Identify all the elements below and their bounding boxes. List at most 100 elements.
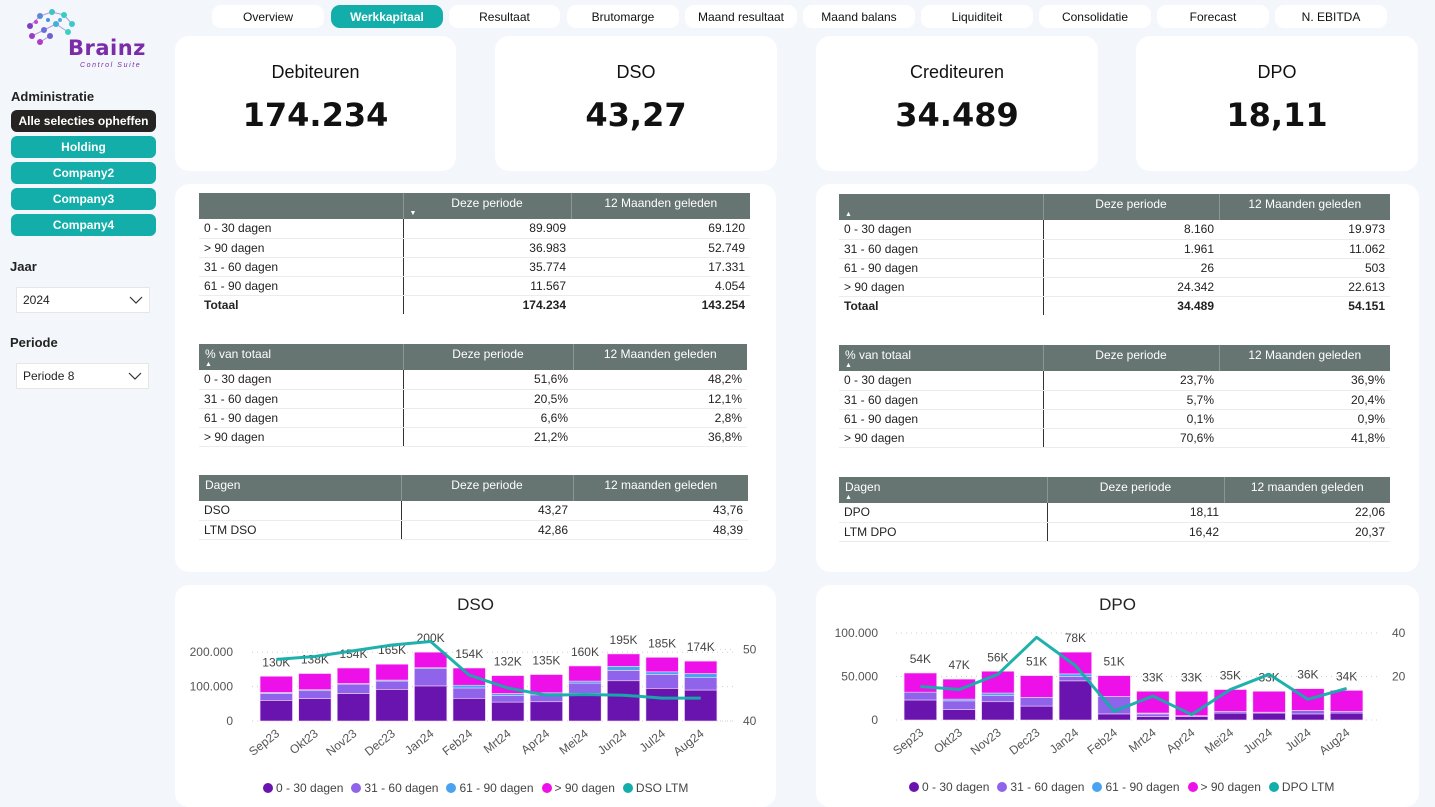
bar-segment-0-30-dagen xyxy=(1330,712,1364,721)
table-header-row: ▲ Deze periode 12 Maanden geleden xyxy=(839,194,1390,220)
company-button-holding[interactable]: Holding xyxy=(11,136,156,158)
bar-data-label: 56K xyxy=(987,650,1008,664)
column-header-dagen[interactable]: Dagen xyxy=(199,475,401,501)
column-header-deze-periode[interactable]: Deze periode xyxy=(402,344,573,370)
table-row: 31 - 60 dagen 20,5% 12,1% xyxy=(199,389,747,409)
y-tick-label-left: 200.000 xyxy=(190,645,234,659)
column-header-12-maanden[interactable]: 12 Maanden geleden xyxy=(1218,194,1390,220)
periode-dropdown[interactable]: Periode 8 xyxy=(16,363,149,389)
legend-item[interactable]: 31 - 60 dagen xyxy=(351,781,438,795)
periode-value: Periode 8 xyxy=(23,369,75,383)
column-header-dagen[interactable]: Dagen ▲ xyxy=(839,477,1047,503)
bar-segment--90-dagen xyxy=(607,653,641,667)
company-button-company4[interactable]: Company4 xyxy=(11,214,156,236)
table-row: 31 - 60 dagen 5,7% 20,4% xyxy=(839,390,1390,410)
bar-segment-0-30-dagen xyxy=(1213,712,1247,721)
legend-item[interactable]: DPO LTM xyxy=(1268,780,1334,794)
x-tick-label: Jan24 xyxy=(402,726,437,757)
x-tick-label: Mrt24 xyxy=(1126,725,1159,755)
sort-descending-icon: ▼ xyxy=(409,210,417,217)
bar-segment-0-30-dagen xyxy=(1020,705,1054,721)
bar-data-label: 47K xyxy=(948,658,969,672)
legend-dot-icon xyxy=(622,783,633,793)
table-row: 31 - 60 dagen 35.774 17.331 xyxy=(199,257,750,277)
legend-item[interactable]: DSO LTM xyxy=(622,781,688,795)
kpi-value: 174.234 xyxy=(242,96,389,134)
clear-selections-button[interactable]: Alle selecties opheffen xyxy=(11,110,156,132)
bar-segment--90-dagen xyxy=(684,660,718,674)
kpi-value: 43,27 xyxy=(585,96,687,134)
legend-item[interactable]: 61 - 90 dagen xyxy=(1092,780,1180,794)
column-header[interactable] xyxy=(199,193,403,219)
bar-segment-0-30-dagen xyxy=(491,701,525,722)
legend-dot-icon xyxy=(909,782,919,792)
company-button-company2[interactable]: Company2 xyxy=(11,162,156,184)
legend-item[interactable]: 31 - 60 dagen xyxy=(997,780,1084,794)
column-header-deze-periode[interactable]: Deze periode xyxy=(1042,194,1219,220)
column-header-pct[interactable]: % van totaal ▲ xyxy=(199,344,403,370)
column-header-deze-periode[interactable]: Deze periode xyxy=(1046,477,1224,503)
tab-liquiditeit[interactable]: Liquiditeit xyxy=(921,5,1033,28)
column-header-12-maanden[interactable]: 12 Maanden geleden xyxy=(572,344,747,370)
legend-dot-icon xyxy=(1092,782,1103,792)
y-tick-label-left: 100.000 xyxy=(190,680,234,694)
table-row: 31 - 60 dagen 1.961 11.062 xyxy=(839,239,1390,259)
column-header-12-maanden[interactable]: 12 maanden geleden xyxy=(1223,477,1390,503)
legend-item[interactable]: > 90 dagen xyxy=(1187,780,1261,794)
tab-resultaat[interactable]: Resultaat xyxy=(449,5,560,28)
bar-segment--90-dagen xyxy=(298,673,332,690)
bar-segment-31-60-dagen xyxy=(452,687,486,699)
bar-segment-0-30-dagen xyxy=(1058,680,1092,721)
bar-segment-31-60-dagen xyxy=(1291,710,1325,715)
company-button-company3[interactable]: Company3 xyxy=(11,188,156,210)
column-header-pct[interactable]: % van totaal ▲ xyxy=(839,345,1043,371)
bar-segment-31-60-dagen xyxy=(259,693,293,701)
bar-segment-61-90-dagen xyxy=(684,673,718,678)
y-tick-label-left: 100.000 xyxy=(835,626,879,640)
column-header-12-maanden[interactable]: 12 Maanden geleden xyxy=(1218,345,1390,371)
column-header-12-maanden[interactable]: 12 Maanden geleden xyxy=(570,193,750,219)
column-header[interactable]: ▲ xyxy=(839,194,1043,220)
x-tick-label: Jul24 xyxy=(637,726,668,755)
column-header-deze-periode[interactable]: Deze periode xyxy=(400,475,573,501)
column-header-deze-periode[interactable]: Deze periode xyxy=(1042,345,1219,371)
tab-forecast[interactable]: Forecast xyxy=(1157,5,1269,28)
bar-segment-31-60-dagen xyxy=(942,700,976,710)
tab-overview[interactable]: Overview xyxy=(212,5,324,28)
bar-segment-31-60-dagen xyxy=(645,674,679,689)
tab-werkkapitaal[interactable]: Werkkapitaal xyxy=(331,5,443,28)
bar-segment-61-90-dagen xyxy=(1058,673,1092,677)
table-header-row: Dagen Deze periode 12 maanden geleden xyxy=(199,475,748,501)
tab-n-ebitda[interactable]: N. EBITDA xyxy=(1275,5,1387,28)
y-tick-label-left: 0 xyxy=(871,713,878,727)
legend-item[interactable]: 0 - 30 dagen xyxy=(263,781,343,795)
legend-dot-icon xyxy=(351,783,362,793)
debiteuren-aging-table: Deze periode ▼ 12 Maanden geleden 0 - 30 … xyxy=(199,193,750,314)
legend-item[interactable]: 61 - 90 dagen xyxy=(446,781,534,795)
dpo-chart: 0 50.000 100.000 20 40 54K Sep23 47K Okt23 56K Nov… xyxy=(835,626,1406,758)
bar-segment-0-30-dagen xyxy=(981,701,1015,721)
column-header-deze-periode[interactable]: Deze periode ▼ xyxy=(402,193,571,219)
bar-segment-0-30-dagen xyxy=(259,700,293,722)
column-header-12-maanden[interactable]: 12 maanden geleden xyxy=(572,475,748,501)
legend-dot-icon xyxy=(446,783,457,793)
legend-item[interactable]: > 90 dagen xyxy=(541,781,615,795)
tab-consolidatie[interactable]: Consolidatie xyxy=(1039,5,1151,28)
tab-brutomarge[interactable]: Brutomarge xyxy=(567,5,679,28)
bar-data-label: 35K xyxy=(1220,669,1241,683)
x-tick-label: Feb24 xyxy=(1085,725,1121,757)
tab-maand-balans[interactable]: Maand balans xyxy=(803,5,915,28)
chart-legend: 0 - 30 dagen 31 - 60 dagen 61 - 90 dagen… xyxy=(909,780,1334,794)
legend-dot-icon xyxy=(1268,782,1279,792)
x-tick-label: Nov23 xyxy=(968,725,1004,758)
bar-segment-0-30-dagen xyxy=(336,693,370,722)
table-row: 61 - 90 dagen 26 503 xyxy=(839,258,1390,278)
jaar-dropdown[interactable]: 2024 xyxy=(16,287,150,313)
bar-segment--90-dagen xyxy=(1020,675,1054,698)
bar-segment-61-90-dagen xyxy=(981,692,1015,696)
tab-maand-resultaat[interactable]: Maand resultaat xyxy=(685,5,797,28)
bar-segment-0-30-dagen xyxy=(298,698,332,722)
bar-segment-31-60-dagen xyxy=(684,677,718,691)
legend-item[interactable]: 0 - 30 dagen xyxy=(909,780,989,794)
dso-chart-card: DSO 0 100.000 200.000 40 50 130K Sep23 138K Okt2… xyxy=(175,585,776,807)
